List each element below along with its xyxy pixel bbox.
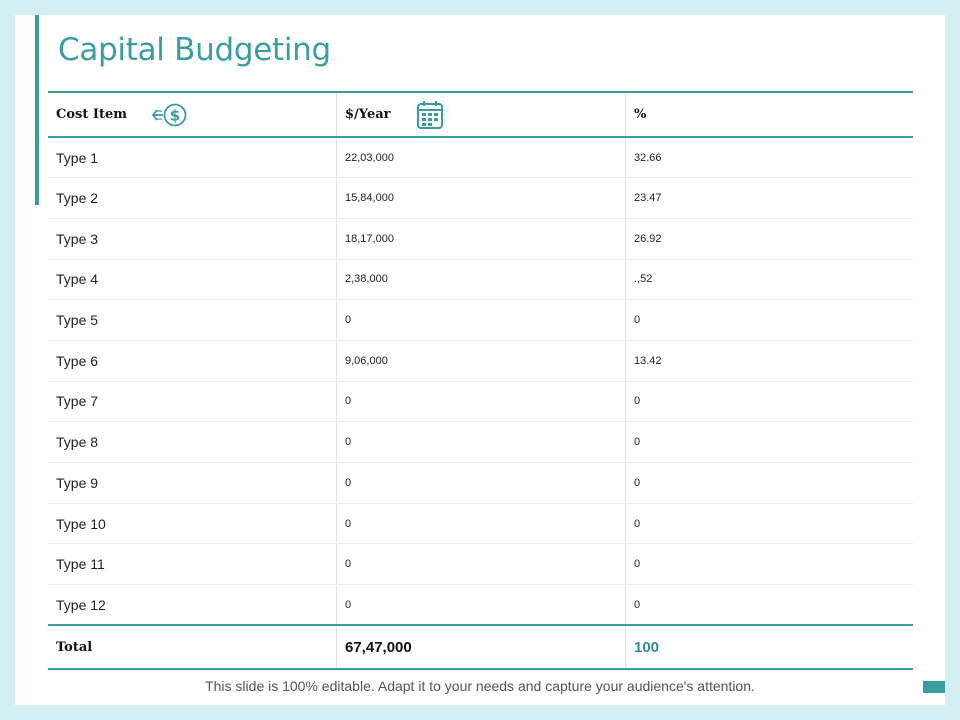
budget-table: Cost Item $ $/Year (48, 91, 913, 671)
header-percent: % (625, 91, 913, 138)
row-amount-cell: 22,03,000 (336, 137, 626, 179)
header-per-year-label: $/Year (345, 107, 391, 122)
row-name-cell: Type 12 (56, 596, 106, 613)
table-row: Type 11 0 0 (48, 543, 913, 586)
row-name-cell: Type 1 (48, 137, 337, 179)
footer-note: This slide is 100% editable. Adapt it to… (205, 678, 755, 694)
total-amount: 67,47,000 (336, 624, 626, 671)
row-name-cell: Type 8 (48, 421, 337, 463)
table-row: Type 4 2,38,000 .,52 (48, 259, 913, 301)
table-row: Type 2 15,84,000 23.47 (48, 177, 913, 219)
row-amount-cell: 0 (336, 421, 626, 463)
dollar-arrow-icon: $ (151, 103, 187, 126)
row-amount-cell: 9,06,000 (336, 340, 626, 382)
row-percent-cell: 0 (625, 503, 913, 545)
total-row: Total 67,47,000 100 (48, 624, 913, 671)
table-header-row: Cost Item $ $/Year (48, 91, 913, 138)
row-name-cell: Type 7 (48, 381, 337, 423)
row-name-cell: Type 11 (48, 543, 337, 586)
row-amount-cell: 18,17,000 (336, 218, 626, 260)
title-accent-bar (35, 15, 39, 205)
row-percent-cell: 0 (625, 381, 913, 423)
page-title: Capital Budgeting (58, 32, 331, 68)
row-amount-cell: 2,38,000 (336, 259, 626, 301)
row-percent-cell: 0 (625, 299, 913, 341)
row-percent-cell: 0 (625, 543, 913, 586)
row-percent-cell: 0 (625, 584, 913, 626)
row-amount-cell: 0 (336, 299, 626, 341)
header-per-year: $/Year (336, 91, 626, 138)
row-percent-cell: 26.92 (625, 218, 913, 260)
table-row: Type 1 22,03,000 32.66 (48, 137, 913, 179)
table-row: Type 3 18,17,000 26.92 (48, 218, 913, 260)
total-label: Total (48, 624, 337, 671)
row-percent-cell: 13.42 (625, 340, 913, 382)
table-row: Type 10 0 0 (48, 503, 913, 545)
table-row: Type 6 9,06,000 13.42 (48, 340, 913, 382)
row-amount-cell: 15,84,000 (336, 177, 626, 219)
row-amount-cell: 0 (336, 543, 626, 586)
table-row: Type 12 0 0 (48, 584, 913, 626)
row-amount-cell: 0 (336, 584, 626, 626)
row-percent-cell: 0 (625, 462, 913, 504)
row-name-cell: Type 5 (48, 299, 337, 341)
total-percent: 100 (625, 624, 913, 671)
calendar-icon (416, 100, 443, 129)
row-percent-cell: 0 (625, 421, 913, 463)
row-amount-cell: 0 (336, 462, 626, 504)
slide: Capital Budgeting Cost Item $ (15, 15, 945, 705)
row-amount-cell: 0 (336, 381, 626, 423)
svg-text:$: $ (170, 106, 180, 124)
header-cost-item-label: Cost Item (56, 107, 127, 122)
row-amount-cell: 0 (336, 503, 626, 545)
row-percent-cell: 23.47 (625, 177, 913, 219)
row-percent-cell: .,52 (625, 259, 913, 301)
row-name-cell: Type 6 (48, 340, 337, 382)
row-name-cell: Type 9 (48, 462, 337, 504)
row-name-cell: Type 4 (48, 259, 337, 301)
row-name-cell: Type 2 (48, 177, 337, 219)
row-name-cell: Type 3 (48, 218, 337, 260)
corner-accent (923, 681, 945, 693)
header-cost-item: Cost Item $ (48, 91, 337, 138)
row-name-cell: Type 10 (48, 503, 337, 545)
row-percent-cell: 32.66 (625, 137, 913, 179)
